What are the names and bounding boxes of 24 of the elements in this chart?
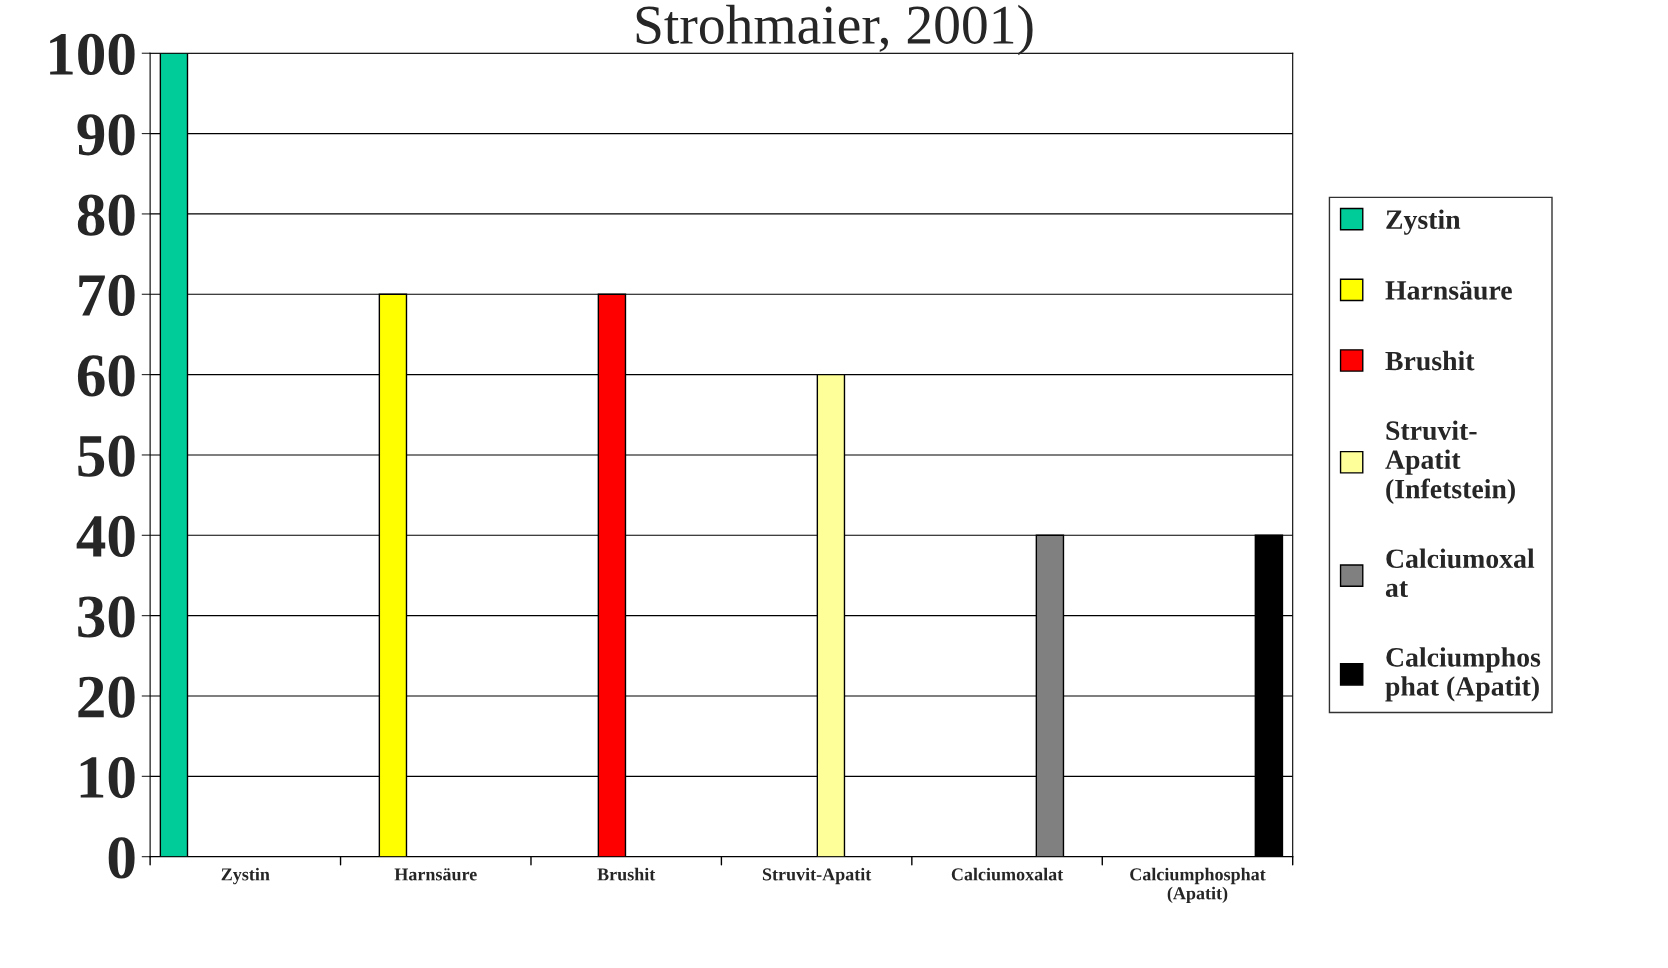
x-tick-label: Struvit-Apatit (762, 867, 872, 885)
y-tick-label: 10 (80, 756, 135, 799)
y-tick-label: 70 (79, 274, 135, 317)
y-tick-label: 30 (78, 596, 135, 638)
legend-label: Brushit (1385, 350, 1475, 371)
legend-label: Calciumphos phat (Apatit) (1385, 647, 1541, 702)
y-tick-label: 90 (77, 114, 135, 156)
legend-label: Calciumoxal at (1385, 548, 1535, 598)
y-tick-label: 50 (78, 435, 135, 477)
legend-label: Zystin (1386, 209, 1461, 235)
y-tick-label: 0 (108, 837, 135, 879)
x-tick-label: Calciumoxalat (951, 867, 1064, 881)
x-tick-label: Brushit (597, 867, 656, 881)
x-tick-label: Calciumphosphat (Apatit) (1130, 867, 1266, 904)
x-tick-label: Zystin (221, 867, 270, 885)
y-tick-label: 80 (77, 194, 135, 236)
y-tick-label: 40 (76, 515, 135, 558)
legend-label: Harnsäure (1385, 280, 1512, 300)
y-tick-label: 20 (78, 676, 135, 718)
legend-label: Struvit- Apatit (Infetstein) (1385, 420, 1515, 505)
x-tick-label: Harnsäure (394, 868, 477, 881)
y-tick-label: 100 (50, 33, 135, 76)
chart-title: Strohmaier, 2001) (636, 4, 1033, 56)
y-tick-label: 60 (77, 355, 135, 397)
